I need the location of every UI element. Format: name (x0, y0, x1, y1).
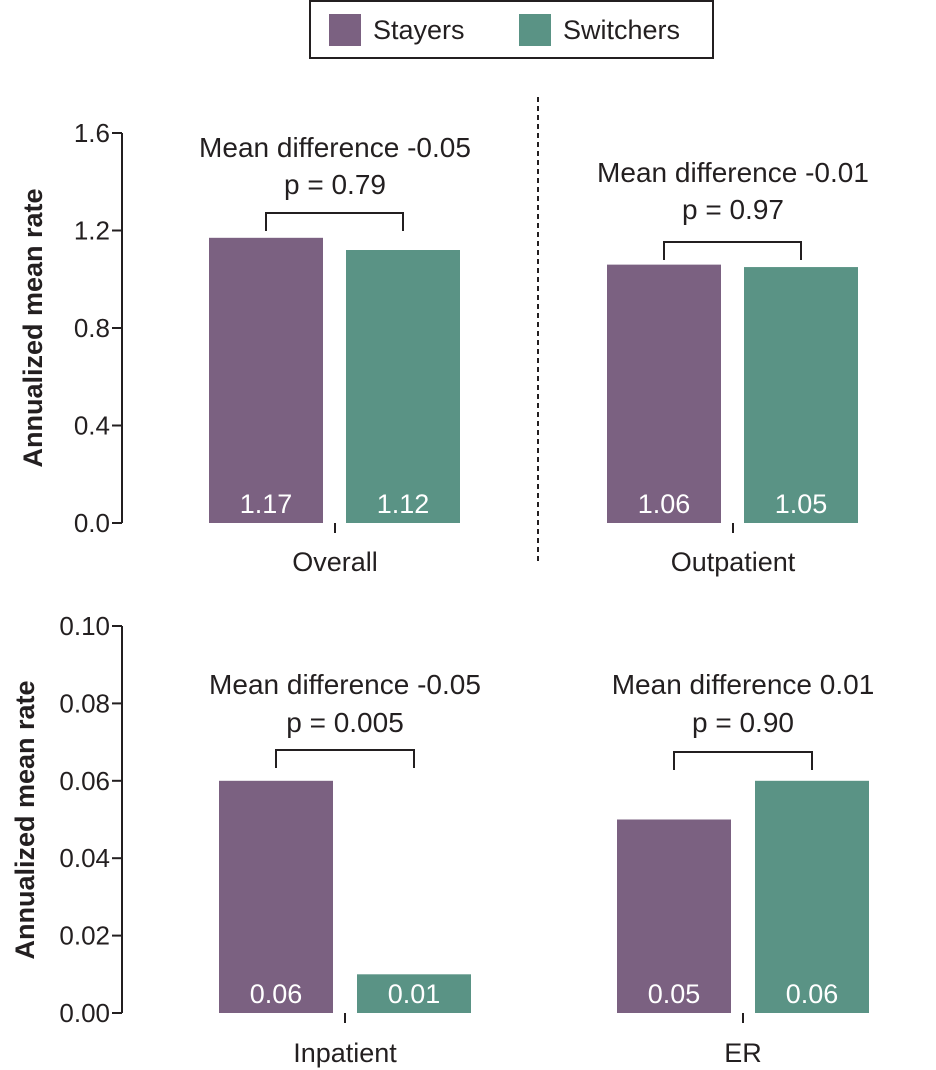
legend-label-switchers: Switchers (563, 14, 681, 45)
significance-bracket (275, 749, 415, 768)
x-category-label: Overall (292, 547, 378, 577)
bar-value-label: 1.05 (775, 489, 828, 519)
bar-stayers-er (617, 819, 731, 1013)
bar-value-label: 1.17 (240, 489, 293, 519)
p-value-label: p = 0.005 (286, 707, 404, 738)
x-category-label: Inpatient (293, 1038, 397, 1068)
y-tick-label: 0.4 (74, 411, 110, 441)
bar-value-label: 0.01 (388, 979, 441, 1009)
y-tick-label: 0.00 (59, 998, 110, 1028)
y-tick-label: 0.06 (59, 766, 110, 796)
bar-switchers-er (755, 780, 869, 1013)
bar-stayers-overall (209, 237, 323, 523)
legend-swatch-stayers (329, 14, 361, 46)
bar-value-label: 0.06 (786, 979, 839, 1009)
bar-switchers-outpatient (744, 267, 858, 523)
bar-stayers-inpatient (219, 780, 333, 1013)
x-category-label: ER (724, 1038, 762, 1068)
mean-difference-label: Mean difference -0.05 (209, 669, 481, 700)
significance-bracket (663, 241, 802, 260)
y-axis-title: Annualized mean rate (10, 680, 40, 959)
x-category-label: Outpatient (671, 547, 796, 577)
legend: Stayers Switchers (309, 0, 714, 59)
y-tick-label: 1.6 (74, 118, 110, 148)
y-tick-label: 0.02 (59, 921, 110, 951)
legend-item-stayers: Stayers (329, 14, 465, 46)
y-tick-label: 0.8 (74, 313, 110, 343)
significance-bracket (265, 212, 404, 231)
bar-stayers-outpatient (607, 264, 721, 523)
p-value-label: p = 0.90 (692, 707, 794, 738)
bar-value-label: 0.06 (250, 979, 303, 1009)
y-tick-label: 0.10 (59, 611, 110, 641)
mean-difference-label: Mean difference 0.01 (612, 669, 875, 700)
bar-value-label: 1.06 (638, 489, 691, 519)
bar-switchers-overall (346, 250, 460, 523)
legend-item-switchers: Switchers (519, 14, 680, 46)
bar-switchers-inpatient (357, 974, 471, 1013)
significance-bracket (673, 751, 813, 770)
y-tick-label: 0.0 (74, 508, 110, 538)
legend-label-stayers: Stayers (373, 14, 465, 45)
legend-swatch-switchers (519, 14, 551, 46)
y-tick-label: 0.04 (59, 843, 110, 873)
bar-value-label: 1.12 (377, 489, 430, 519)
p-value-label: p = 0.97 (682, 194, 784, 225)
y-tick-label: 0.08 (59, 688, 110, 718)
y-axis-title: Annualized mean rate (18, 188, 48, 467)
mean-difference-label: Mean difference -0.05 (199, 132, 471, 163)
p-value-label: p = 0.79 (284, 169, 386, 200)
bar-value-label: 0.05 (648, 979, 701, 1009)
y-tick-label: 1.2 (74, 216, 110, 246)
mean-difference-label: Mean difference -0.01 (597, 157, 869, 188)
